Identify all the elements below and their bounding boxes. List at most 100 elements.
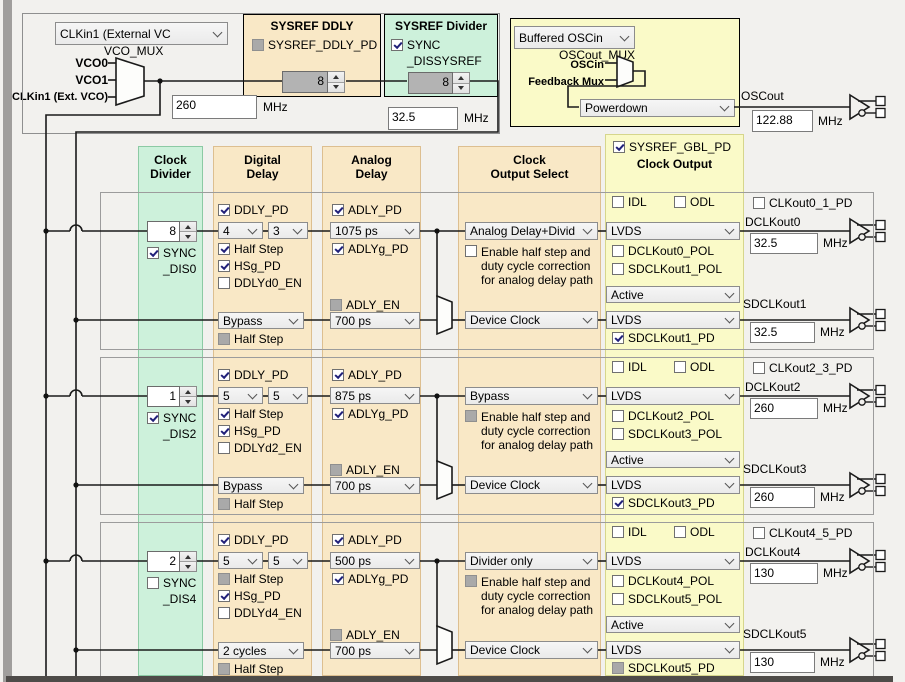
sysref-ddly-select[interactable]: Bypass [218,312,304,329]
odl-checkbox[interactable] [674,526,686,538]
adlyg-pd-checkbox[interactable] [332,573,344,585]
adly-select[interactable]: 875 ps [330,387,420,404]
hsg-pd-checkbox[interactable] [218,590,230,602]
sync-dis-checkbox[interactable] [147,577,159,589]
spin-down-button[interactable] [180,232,196,241]
idl-checkbox[interactable] [612,196,624,208]
dclk-format-select[interactable]: LVDS [606,552,740,570]
odl-checkbox[interactable] [674,361,686,373]
sclk-source-select[interactable]: Device Clock [465,476,598,494]
sclk-source-select[interactable]: Device Clock [465,311,598,329]
sysref-ddly-select[interactable]: 2 cycles [218,642,304,659]
ddly-count-high-select[interactable]: 5 [218,552,263,569]
ddlyd-en-checkbox[interactable] [218,607,230,619]
sclk-format-select[interactable]: LVDS [606,311,740,329]
sclk-pd-checkbox[interactable] [612,662,624,674]
sysref-freq-input[interactable]: 32.5 [388,107,458,130]
sclk-pd-checkbox[interactable] [612,497,624,509]
adly-en-checkbox[interactable] [330,464,342,476]
vco-freq-input[interactable]: 260 [172,95,257,119]
spin-up-button[interactable] [180,552,196,562]
dclk-pol-checkbox[interactable] [612,410,624,422]
sclk-active-select[interactable]: Active [606,286,740,303]
enable-half-step-checkbox[interactable] [465,245,477,257]
ddly-count-low-select[interactable]: 3 [268,222,308,239]
ddly-count-low-select[interactable]: 5 [268,387,308,404]
adly2-select[interactable]: 700 ps [330,312,420,329]
spin-up-button[interactable] [453,73,469,84]
sync-dis-checkbox[interactable] [147,247,159,259]
dclk-source-select[interactable]: Bypass [465,387,598,405]
spin-down-button[interactable] [180,562,196,571]
dclk-source-select[interactable]: Divider only [465,552,598,570]
half-step2-checkbox[interactable] [218,333,230,345]
enable-half-step-checkbox[interactable] [465,410,477,422]
adly-pd-checkbox[interactable] [332,534,344,546]
clock-divider-value[interactable]: 1 [147,386,180,407]
idl-checkbox[interactable] [612,361,624,373]
dclk-pol-checkbox[interactable] [612,245,624,257]
spin-up-button[interactable] [180,387,196,397]
sync-dis-checkbox[interactable] [147,412,159,424]
half-step-checkbox[interactable] [218,243,230,255]
spin-up-button[interactable] [180,222,196,232]
enable-half-step-checkbox[interactable] [465,575,477,587]
ddlyd-en-checkbox[interactable] [218,442,230,454]
sysref-ddly-pd-checkbox[interactable] [252,39,264,51]
spin-up-button[interactable] [328,72,344,83]
adly-en-checkbox[interactable] [330,299,342,311]
oscout-freq-input[interactable]: 122.88 [752,110,813,132]
sclk-freq-input[interactable]: 260 [750,487,815,508]
ddly-pd-checkbox[interactable] [218,369,230,381]
clock-divider-value[interactable]: 8 [147,221,180,242]
half-step-checkbox[interactable] [218,408,230,420]
dclk-format-select[interactable]: LVDS [606,222,740,240]
sclk-pol-checkbox[interactable] [612,263,624,275]
adly-select[interactable]: 1075 ps [330,222,420,239]
pair-pd-checkbox[interactable] [753,197,765,209]
dclk-format-select[interactable]: LVDS [606,387,740,405]
clkin-mux-select[interactable]: CLKin1 (External VC [55,22,228,45]
sysref-divider-value[interactable]: 8 [408,72,453,94]
sclk-source-select[interactable]: Device Clock [465,641,598,659]
adly-select[interactable]: 500 ps [330,552,420,569]
adly2-select[interactable]: 700 ps [330,642,420,659]
spin-down-button[interactable] [180,397,196,406]
spin-down-button[interactable] [453,83,469,93]
idl-checkbox[interactable] [612,526,624,538]
spin-down-button[interactable] [328,82,344,92]
oscout-mux-select[interactable]: Buffered OSCin [514,26,635,49]
sclk-format-select[interactable]: LVDS [606,476,740,494]
sclk-freq-input[interactable]: 32.5 [750,322,815,343]
half-step-checkbox[interactable] [218,573,230,585]
adlyg-pd-checkbox[interactable] [332,243,344,255]
sync-dissysref-checkbox[interactable] [391,39,403,51]
odl-checkbox[interactable] [674,196,686,208]
oscout-mode-select[interactable]: Powerdown [580,99,735,117]
ddly-pd-checkbox[interactable] [218,534,230,546]
pair-pd-checkbox[interactable] [753,362,765,374]
sclk-pol-checkbox[interactable] [612,593,624,605]
sclk-active-select[interactable]: Active [606,616,740,633]
dclk-source-select[interactable]: Analog Delay+Divid [465,222,598,240]
half-step2-checkbox[interactable] [218,663,230,675]
sysref-ddly-select[interactable]: Bypass [218,477,304,494]
dclk-freq-input[interactable]: 130 [750,563,818,584]
ddlyd-en-checkbox[interactable] [218,277,230,289]
adly2-select[interactable]: 700 ps [330,477,420,494]
pair-pd-checkbox[interactable] [753,527,765,539]
adly-en-checkbox[interactable] [330,629,342,641]
sysref-ddly-value[interactable]: 8 [282,71,328,93]
sclk-format-select[interactable]: LVDS [606,641,740,659]
half-step2-checkbox[interactable] [218,498,230,510]
hsg-pd-checkbox[interactable] [218,425,230,437]
ddly-count-low-select[interactable]: 5 [268,552,308,569]
ddly-count-high-select[interactable]: 4 [218,222,263,239]
adlyg-pd-checkbox[interactable] [332,408,344,420]
sclk-active-select[interactable]: Active [606,451,740,468]
sysref-gbl-pd-checkbox[interactable] [613,141,625,153]
dclk-pol-checkbox[interactable] [612,575,624,587]
ddly-pd-checkbox[interactable] [218,204,230,216]
adly-pd-checkbox[interactable] [332,369,344,381]
hsg-pd-checkbox[interactable] [218,260,230,272]
